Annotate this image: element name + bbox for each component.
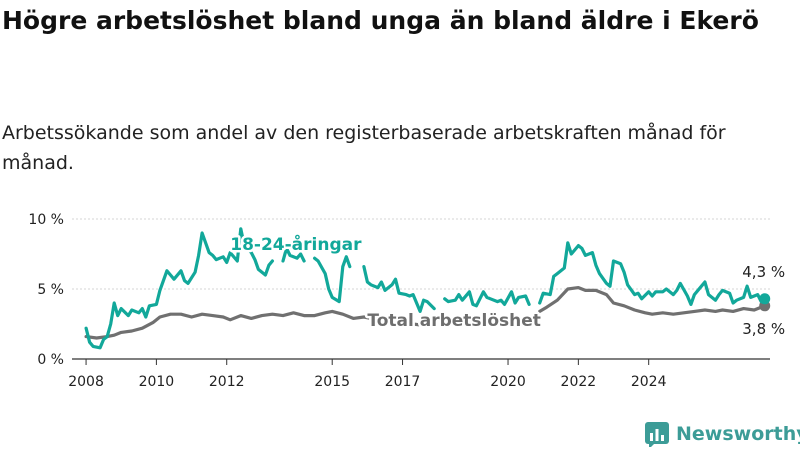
x-tick-label: 2015 xyxy=(314,374,350,390)
newsworthy-logo-icon xyxy=(644,421,670,447)
y-tick-label: 5 % xyxy=(37,282,64,298)
end-point-youth xyxy=(759,293,770,304)
y-tick-label: 10 % xyxy=(28,212,64,228)
x-tick-label: 2008 xyxy=(68,374,104,390)
y-tick-label: 0 % xyxy=(37,352,64,368)
series-label-youth: 18-24-åringar xyxy=(230,233,362,255)
x-axis-ticks: 2008 2010 2012 2015 2017 2020 2022 2024 xyxy=(68,359,666,390)
x-tick-label: 2017 xyxy=(385,374,421,390)
series-line-youth xyxy=(445,292,529,306)
end-value-label-youth: 4,3 % xyxy=(742,263,785,281)
series-line-youth xyxy=(364,267,434,312)
x-tick-label: 2020 xyxy=(490,374,526,390)
series-line-youth xyxy=(540,243,765,305)
newsworthy-brand-name: Newsworthy xyxy=(676,423,800,445)
end-value-label-total: 3,8 % xyxy=(742,320,785,338)
x-tick-label: 2022 xyxy=(561,374,597,390)
series-label-total: Total arbetslöshet xyxy=(367,311,541,331)
x-tick-label: 2010 xyxy=(139,374,175,390)
y-axis-ticks: 0 % 5 % 10 % xyxy=(28,212,64,368)
x-tick-label: 2012 xyxy=(209,374,245,390)
x-tick-label: 2024 xyxy=(631,374,667,390)
newsworthy-brand[interactable]: Newsworthy xyxy=(644,419,800,449)
series-line-youth xyxy=(315,257,350,302)
